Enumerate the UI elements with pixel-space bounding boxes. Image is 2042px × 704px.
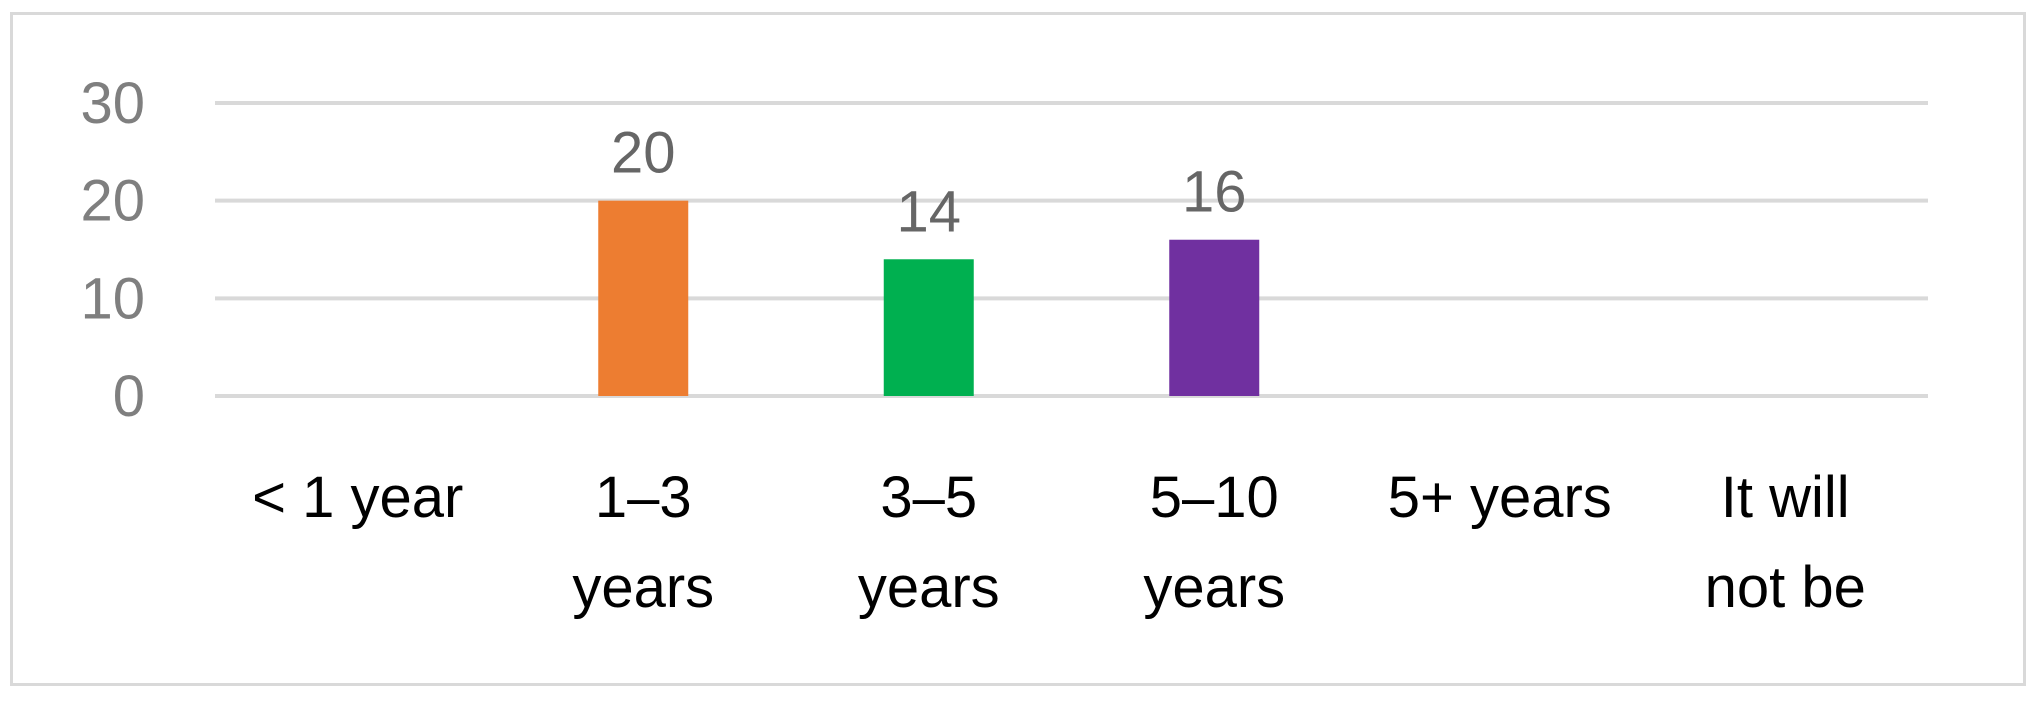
y-tick-label: 10 bbox=[80, 266, 145, 331]
bar bbox=[598, 200, 689, 396]
chart-frame bbox=[10, 12, 2026, 686]
bar bbox=[883, 259, 974, 396]
x-tick-label: years bbox=[1143, 555, 1285, 620]
y-tick-label: 20 bbox=[80, 169, 145, 234]
data-label: 20 bbox=[611, 121, 676, 186]
data-label: 16 bbox=[1182, 160, 1247, 225]
x-tick-label: It will bbox=[1721, 465, 1850, 530]
x-tick-label: 5+ years bbox=[1388, 465, 1612, 530]
x-tick-label: not be bbox=[1705, 555, 1866, 620]
x-tick-label: years bbox=[858, 555, 1000, 620]
y-tick-label: 30 bbox=[80, 71, 145, 136]
x-tick-label: 3–5 bbox=[880, 465, 977, 530]
y-tick-label: 0 bbox=[113, 364, 145, 429]
data-label: 14 bbox=[896, 179, 961, 244]
x-tick-label: 5–10 bbox=[1150, 465, 1279, 530]
x-tick-label: < 1 year bbox=[252, 465, 463, 530]
x-tick-label: 1–3 bbox=[595, 465, 692, 530]
x-tick-label: years bbox=[572, 555, 714, 620]
bar bbox=[1169, 239, 1260, 396]
